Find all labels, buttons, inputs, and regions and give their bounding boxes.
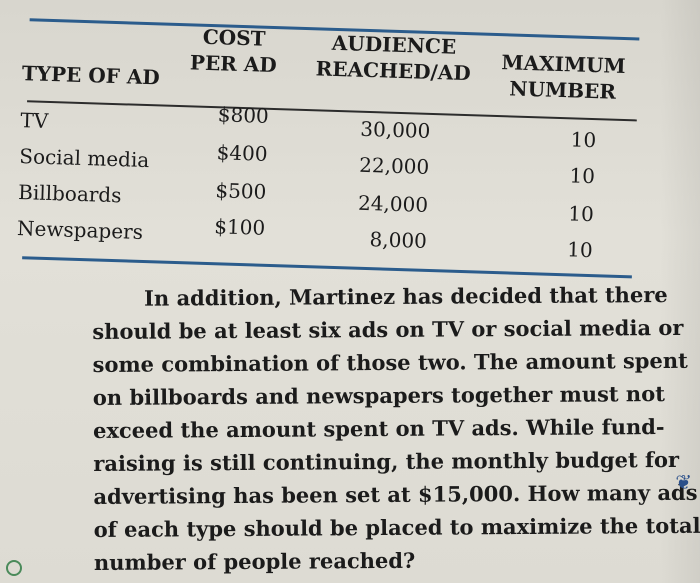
row-newspapers-type: Newspapers bbox=[16, 216, 144, 244]
header-cost-line2: PER AD bbox=[189, 50, 278, 78]
row-tv-max: 10 bbox=[570, 127, 597, 153]
header-max-line2: NUMBER bbox=[509, 76, 617, 104]
row-billboards-cost: $500 bbox=[215, 178, 267, 204]
row-billboards-audience: 24,000 bbox=[357, 190, 429, 217]
row-social-audience: 22,000 bbox=[358, 152, 430, 179]
paragraph-line: advertising has been set at $15,000. How… bbox=[93, 479, 698, 509]
paragraph-line: In addition, Martinez has decided that t… bbox=[144, 281, 668, 311]
problem-paragraph: In addition, Martinez has decided that t… bbox=[92, 278, 700, 579]
paragraph-line: exceed the amount spent on TV ads. While… bbox=[92, 414, 665, 443]
ad-table: TYPE OF AD COST PER AD AUDIENCE REACHED/… bbox=[12, 8, 660, 288]
row-newspapers-cost: $100 bbox=[213, 214, 266, 240]
row-billboards-max: 10 bbox=[567, 201, 595, 227]
paragraph-line: should be at least six ads on TV or soci… bbox=[92, 314, 684, 344]
page-edge-shadow bbox=[660, 0, 700, 583]
header-max-line1: MAXIMUM bbox=[501, 50, 626, 79]
header-type-of-ad: TYPE OF AD bbox=[21, 61, 161, 90]
paragraph-line: of each type should be placed to maximiz… bbox=[93, 512, 700, 542]
margin-icon: ❦ bbox=[675, 470, 692, 494]
row-newspapers-max: 10 bbox=[566, 237, 594, 263]
paragraph-line: number of people reached? bbox=[93, 547, 416, 575]
header-audience: AUDIENCE REACHED/AD bbox=[308, 29, 480, 86]
header-maximum-number: MAXIMUM NUMBER bbox=[497, 49, 629, 105]
row-newspapers-audience: 8,000 bbox=[369, 227, 428, 253]
paragraph-line: raising is still continuing, the monthly… bbox=[93, 446, 680, 476]
header-cost-per-ad: COST PER AD bbox=[178, 23, 290, 78]
row-social-cost: $400 bbox=[216, 140, 268, 166]
row-tv-cost: $800 bbox=[217, 102, 270, 128]
corner-circle-icon bbox=[6, 560, 22, 576]
row-billboards-type: Billboards bbox=[17, 180, 122, 208]
header-audience-line2: REACHED/AD bbox=[315, 56, 472, 86]
paragraph-line: some combination of those two. The amoun… bbox=[92, 347, 688, 377]
row-tv-type: TV bbox=[20, 108, 49, 133]
paragraph-line: on billboards and newspapers together mu… bbox=[92, 381, 665, 410]
row-tv-audience: 30,000 bbox=[360, 116, 431, 143]
row-social-max: 10 bbox=[569, 163, 596, 189]
header-cost-line1: COST bbox=[202, 24, 266, 51]
row-social-type: Social media bbox=[18, 144, 150, 173]
